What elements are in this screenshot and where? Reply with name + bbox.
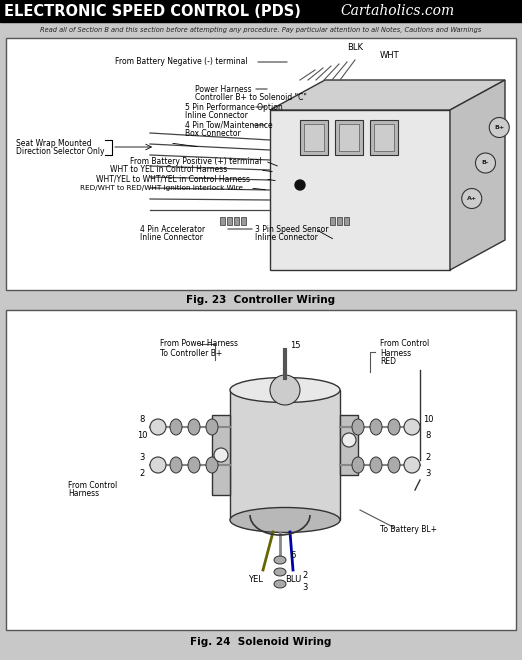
Text: WHT to YEL in Control Harness: WHT to YEL in Control Harness	[110, 166, 227, 174]
Text: 3: 3	[425, 469, 431, 477]
Text: 3: 3	[302, 583, 307, 593]
Ellipse shape	[206, 419, 218, 435]
Text: To Battery BL+: To Battery BL+	[380, 525, 437, 535]
Text: 2: 2	[425, 453, 431, 461]
Circle shape	[342, 433, 356, 447]
Bar	[330, 217, 335, 225]
Bar	[227, 217, 232, 225]
Text: 3 Pin Speed Sensor: 3 Pin Speed Sensor	[255, 224, 328, 234]
Text: Controller B+ to Solenoid "C": Controller B+ to Solenoid "C"	[195, 94, 307, 102]
Text: From Control: From Control	[68, 480, 117, 490]
Text: BLU: BLU	[285, 576, 301, 585]
Circle shape	[150, 419, 166, 435]
Ellipse shape	[352, 457, 364, 473]
Text: A+: A+	[467, 196, 477, 201]
Ellipse shape	[206, 457, 218, 473]
Text: Harness: Harness	[380, 348, 411, 358]
Bar	[337, 217, 342, 225]
Circle shape	[214, 448, 228, 462]
Ellipse shape	[370, 457, 382, 473]
Ellipse shape	[274, 568, 286, 576]
Text: WHT/YEL to WHT/YEL in Control Harness: WHT/YEL to WHT/YEL in Control Harness	[96, 174, 250, 183]
Text: Direction Selector Only: Direction Selector Only	[16, 147, 104, 156]
Text: RED/WHT to RED/WHT Ignition Interlock Wire: RED/WHT to RED/WHT Ignition Interlock Wi…	[80, 185, 243, 191]
Polygon shape	[340, 415, 358, 475]
Ellipse shape	[170, 419, 182, 435]
Text: Inline Connector: Inline Connector	[255, 234, 318, 242]
Text: Box Connector: Box Connector	[185, 129, 241, 139]
Circle shape	[462, 189, 482, 209]
Ellipse shape	[188, 419, 200, 435]
Text: Inline Connector: Inline Connector	[140, 234, 203, 242]
Circle shape	[476, 153, 495, 173]
Text: 10: 10	[137, 430, 147, 440]
Bar	[374, 124, 394, 151]
Bar	[6, 310, 516, 630]
Ellipse shape	[274, 580, 286, 588]
Circle shape	[404, 457, 420, 473]
Text: Power Harness: Power Harness	[195, 84, 252, 94]
Ellipse shape	[274, 556, 286, 564]
Bar	[241, 217, 246, 225]
Text: From Control: From Control	[380, 339, 429, 348]
Ellipse shape	[230, 508, 340, 533]
Text: From Power Harness: From Power Harness	[160, 339, 238, 348]
Text: Fig. 24  Solenoid Wiring: Fig. 24 Solenoid Wiring	[191, 637, 331, 647]
Bar	[335, 120, 363, 155]
Text: Cartaholics.com: Cartaholics.com	[340, 4, 454, 18]
Text: ELECTRONIC SPEED CONTROL (PDS): ELECTRONIC SPEED CONTROL (PDS)	[4, 3, 301, 18]
Text: 4 Pin Accelerator: 4 Pin Accelerator	[140, 224, 205, 234]
Bar	[304, 124, 324, 151]
Text: YEL: YEL	[247, 576, 263, 585]
Text: 15: 15	[290, 341, 301, 350]
Circle shape	[295, 180, 305, 190]
Ellipse shape	[170, 457, 182, 473]
Text: To Controller B+: To Controller B+	[160, 348, 222, 358]
Text: 8: 8	[139, 414, 145, 424]
Polygon shape	[212, 415, 230, 495]
Text: BLK: BLK	[347, 44, 363, 53]
Ellipse shape	[230, 378, 340, 403]
Text: 8: 8	[425, 430, 431, 440]
Circle shape	[404, 419, 420, 435]
Ellipse shape	[388, 457, 400, 473]
Text: WHT: WHT	[380, 51, 400, 61]
Bar	[6, 38, 516, 290]
Text: 4 Pin Tow/Maintenance: 4 Pin Tow/Maintenance	[185, 121, 272, 129]
Bar	[234, 217, 239, 225]
Text: Read all of Section B and this section before attempting any procedure. Pay part: Read all of Section B and this section b…	[40, 27, 482, 33]
Ellipse shape	[388, 419, 400, 435]
Bar	[0, 0, 522, 22]
Text: 10: 10	[423, 414, 433, 424]
Text: RED: RED	[380, 358, 396, 366]
Ellipse shape	[352, 419, 364, 435]
Ellipse shape	[370, 419, 382, 435]
Bar	[339, 124, 359, 151]
Text: Fig. 23  Controller Wiring: Fig. 23 Controller Wiring	[186, 295, 336, 305]
Bar	[370, 120, 398, 155]
Bar	[344, 217, 349, 225]
Text: Seat Wrap Mounted: Seat Wrap Mounted	[16, 139, 92, 147]
Polygon shape	[270, 80, 505, 110]
Text: Harness: Harness	[68, 490, 99, 498]
Circle shape	[150, 457, 166, 473]
Text: 2: 2	[302, 570, 307, 579]
Text: 2: 2	[139, 469, 145, 477]
Bar	[230, 390, 340, 520]
Text: From Battery Positive (+) terminal: From Battery Positive (+) terminal	[130, 156, 262, 166]
Text: B-: B-	[482, 160, 489, 166]
Bar	[300, 120, 328, 155]
Text: B+: B+	[494, 125, 504, 130]
Circle shape	[270, 375, 300, 405]
Text: 5 Pin Performance Option: 5 Pin Performance Option	[185, 102, 283, 112]
Text: From Battery Negative (-) terminal: From Battery Negative (-) terminal	[115, 57, 247, 67]
Bar	[220, 217, 225, 225]
Circle shape	[489, 117, 509, 137]
Bar	[270, 110, 450, 270]
Text: 3: 3	[139, 453, 145, 461]
Text: Inline Connector: Inline Connector	[185, 112, 248, 121]
Ellipse shape	[188, 457, 200, 473]
Text: 6: 6	[290, 550, 295, 560]
Polygon shape	[450, 80, 505, 270]
